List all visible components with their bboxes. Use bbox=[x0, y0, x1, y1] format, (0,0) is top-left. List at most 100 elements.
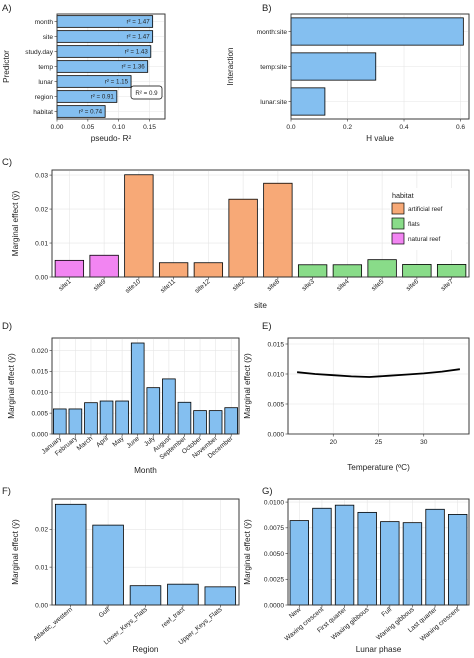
x-axis-title: pseudo- R² bbox=[91, 134, 132, 143]
x-tick-label: site11 bbox=[159, 278, 177, 295]
y-tick-label: habitat bbox=[33, 109, 53, 116]
bar bbox=[290, 52, 377, 81]
y-tick-label: 0.00 bbox=[35, 602, 48, 609]
y-axis-title: Marginal effect (ŷ) bbox=[243, 519, 252, 585]
bar bbox=[89, 254, 119, 278]
bar-label: r² = 0.74 bbox=[79, 109, 103, 116]
bar-label: r² = 1.47 bbox=[126, 34, 150, 41]
x-tick-label: June bbox=[126, 435, 142, 450]
bar bbox=[129, 585, 162, 606]
legend-label: flats bbox=[408, 221, 420, 228]
x-tick-label: March bbox=[76, 435, 95, 452]
x-tick-label: April bbox=[95, 435, 110, 449]
x-tick-label: Waxing crescent bbox=[284, 606, 326, 643]
panel-c: C) 0.00 0.01 0.02 0.03 site1 site9 site10 site11… bbox=[2, 157, 470, 310]
plot-area bbox=[51, 337, 240, 435]
bar bbox=[334, 504, 355, 606]
y-tick-label: 0.010 bbox=[31, 390, 48, 397]
x-tick-label: 25 bbox=[375, 439, 383, 446]
panel-a: A) 0.00 0.05 0.10 0.15 month r² = 1.47 site r² =… bbox=[2, 3, 166, 143]
y-tick-label: 0.00 bbox=[35, 274, 48, 281]
x-tick-label: 0.15 bbox=[143, 124, 156, 131]
x-tick-label: 20 bbox=[330, 439, 338, 446]
y-tick-label: region bbox=[35, 94, 54, 101]
bar bbox=[208, 410, 223, 435]
panel-label: F) bbox=[2, 486, 11, 497]
panel-g: G) 0.0000 0.0025 0.0050 0.0075 0.0100 NewWaxin… bbox=[243, 486, 470, 654]
bar-label: r² = 1.47 bbox=[126, 19, 150, 26]
y-tick-label: 0.015 bbox=[267, 341, 284, 348]
panel-label: A) bbox=[2, 3, 12, 14]
y-tick-label: month:site bbox=[257, 29, 288, 36]
y-tick-label: 0.0000 bbox=[264, 602, 285, 609]
y-tick-label: study.day bbox=[25, 49, 53, 56]
x-tick-label: 30 bbox=[420, 439, 428, 446]
y-axis-title: Marginal effect (ŷ) bbox=[7, 353, 16, 419]
y-tick-label: 0.02 bbox=[35, 527, 48, 534]
x-tick-label: New bbox=[288, 606, 303, 620]
x-tick-label: 0.00 bbox=[51, 124, 64, 131]
y-tick-label: 0.0025 bbox=[264, 577, 285, 584]
panel-e: E) 0.000 0.005 0.010 0.015 20 25 30 Temperature … bbox=[243, 321, 470, 472]
panel-label: E) bbox=[262, 321, 272, 332]
bar-label: r² = 1.36 bbox=[122, 64, 146, 71]
y-tick-label: 0.0050 bbox=[264, 551, 285, 558]
panel-label: G) bbox=[262, 486, 273, 497]
bar bbox=[124, 174, 154, 278]
bar bbox=[228, 198, 258, 278]
x-axis-title: Region bbox=[133, 645, 159, 654]
plot-frame bbox=[51, 169, 470, 278]
x-tick-label: site6 bbox=[405, 278, 420, 293]
legend-swatch bbox=[391, 202, 405, 215]
bar bbox=[177, 401, 192, 435]
bar bbox=[289, 520, 309, 606]
bar bbox=[167, 583, 199, 606]
bar bbox=[312, 507, 332, 606]
y-axis-title: Marginal effect (ŷ) bbox=[11, 519, 20, 585]
x-tick-label: site5 bbox=[370, 278, 385, 293]
bar bbox=[53, 408, 67, 435]
bar-label: r² = 0.91 bbox=[91, 94, 115, 101]
panel-b: B) 0.0 0.2 0.4 0.6 month:site temp:site lunar:s… bbox=[226, 3, 470, 143]
bar bbox=[290, 17, 464, 46]
plot-frame bbox=[56, 13, 166, 120]
x-tick-label: site7 bbox=[440, 278, 455, 293]
bar bbox=[380, 521, 400, 606]
y-tick-label: 0.0075 bbox=[264, 525, 285, 532]
bar-label: r² = 1.43 bbox=[125, 49, 149, 56]
x-tick-label: 0.4 bbox=[399, 124, 408, 131]
plot-frame bbox=[287, 498, 470, 606]
bar bbox=[297, 264, 328, 278]
plot-frame bbox=[290, 13, 470, 120]
bar bbox=[162, 378, 176, 435]
x-axis-title: Month bbox=[134, 466, 157, 475]
y-tick-label: lunar bbox=[38, 79, 53, 86]
x-tick-label: 0.2 bbox=[343, 124, 352, 131]
bar-label: r² = 1.15 bbox=[105, 79, 129, 86]
y-tick-label: temp bbox=[38, 64, 53, 71]
bar bbox=[193, 410, 207, 435]
y-axis-title: Marginal effect (ŷ) bbox=[243, 353, 252, 419]
x-axis-title: H value bbox=[366, 134, 394, 143]
x-tick-label: Atlantic_western bbox=[32, 606, 74, 643]
series-line bbox=[297, 368, 461, 378]
x-tick-label: Waning crescent bbox=[419, 606, 461, 643]
y-tick-label: 0.005 bbox=[31, 410, 48, 417]
x-tick-label: site2 bbox=[231, 278, 246, 293]
bar bbox=[158, 262, 189, 278]
bar bbox=[263, 182, 293, 278]
x-tick-label: 0.6 bbox=[456, 124, 465, 131]
bar bbox=[224, 407, 238, 435]
bar bbox=[357, 511, 377, 606]
legend: habitat artificial reef flats natural reef bbox=[390, 188, 466, 250]
x-tick-label: reef_tract bbox=[160, 606, 186, 629]
x-tick-label: site8 bbox=[266, 278, 281, 293]
bar bbox=[193, 262, 224, 278]
bar bbox=[68, 408, 83, 435]
panel-label: D) bbox=[2, 321, 12, 332]
plot-frame bbox=[51, 498, 240, 606]
legend-label: artificial reef bbox=[408, 206, 443, 213]
bar bbox=[448, 514, 468, 606]
bar bbox=[402, 264, 432, 278]
